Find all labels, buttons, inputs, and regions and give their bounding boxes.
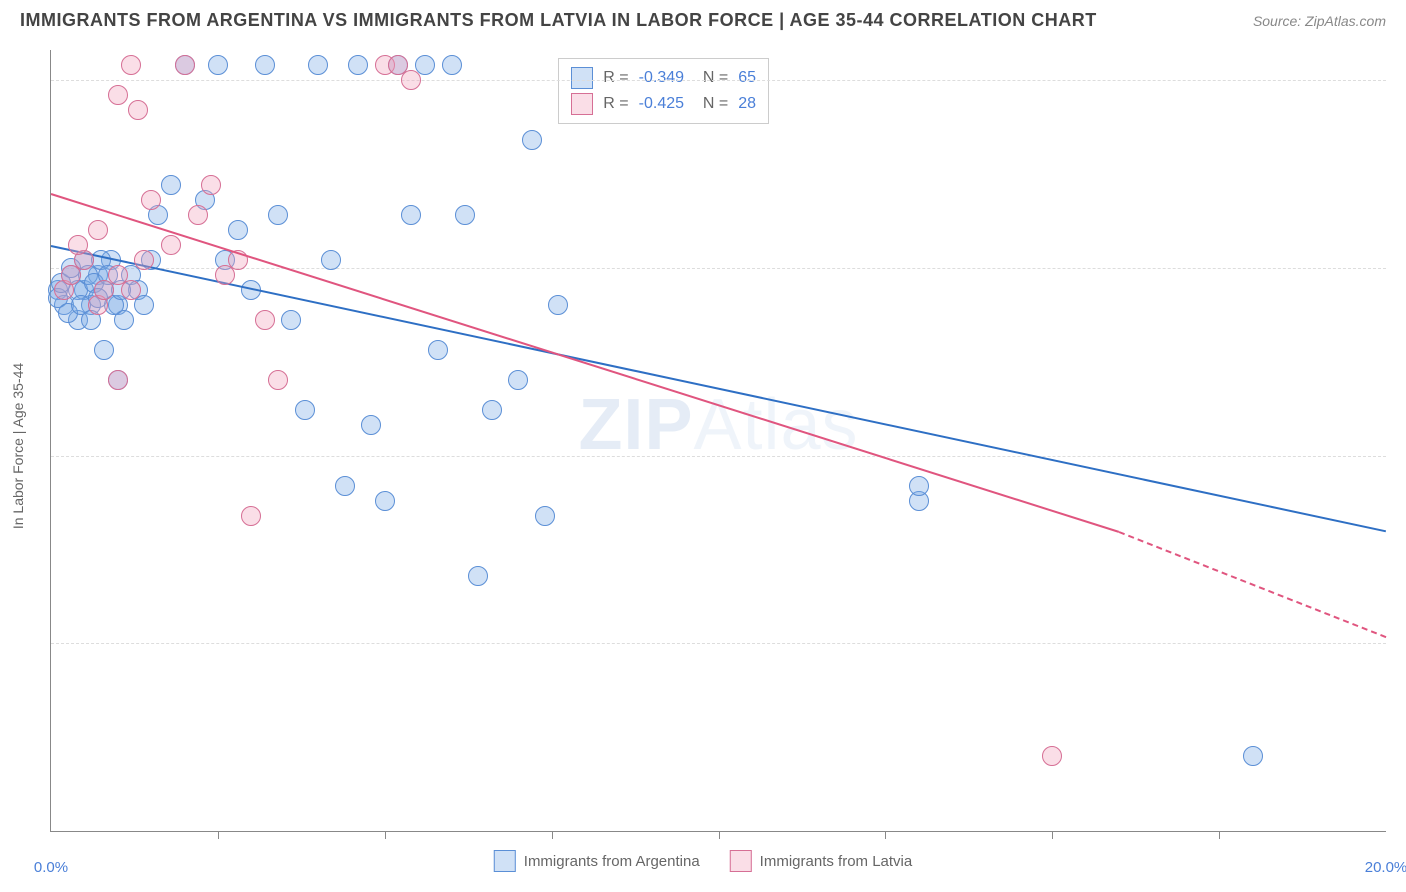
legend-square-icon xyxy=(571,93,593,115)
data-point xyxy=(175,55,195,75)
data-point xyxy=(255,310,275,330)
y-tick-label: 75.0% xyxy=(1396,447,1406,464)
trend-line xyxy=(51,245,1386,532)
data-point xyxy=(321,250,341,270)
data-point xyxy=(268,205,288,225)
data-point xyxy=(401,205,421,225)
trend-line xyxy=(1119,531,1387,638)
y-tick-label: 100.0% xyxy=(1396,72,1406,89)
data-point xyxy=(548,295,568,315)
gridline xyxy=(51,80,1386,81)
chart-source: Source: ZipAtlas.com xyxy=(1253,13,1386,29)
legend-row-latvia: R = -0.425 N = 28 xyxy=(571,91,756,117)
gridline xyxy=(51,456,1386,457)
data-point xyxy=(522,130,542,150)
data-point xyxy=(361,415,381,435)
data-point xyxy=(428,340,448,360)
data-point xyxy=(909,476,929,496)
data-point xyxy=(128,100,148,120)
x-tick xyxy=(1219,831,1220,839)
y-axis-label: In Labor Force | Age 35-44 xyxy=(10,363,26,529)
x-tick-label: 0.0% xyxy=(34,859,68,876)
data-point xyxy=(268,370,288,390)
data-point xyxy=(228,220,248,240)
data-point xyxy=(442,55,462,75)
x-tick xyxy=(552,831,553,839)
data-point xyxy=(1042,746,1062,766)
legend-item-argentina: Immigrants from Argentina xyxy=(494,850,700,872)
data-point xyxy=(134,250,154,270)
data-point xyxy=(401,70,421,90)
gridline xyxy=(51,268,1386,269)
data-point xyxy=(121,280,141,300)
data-point xyxy=(308,55,328,75)
data-point xyxy=(255,55,275,75)
legend-row-argentina: R = -0.349 N = 65 xyxy=(571,65,756,91)
x-tick xyxy=(1052,831,1053,839)
data-point xyxy=(208,55,228,75)
legend-square-icon xyxy=(494,850,516,872)
data-point xyxy=(468,566,488,586)
data-point xyxy=(88,220,108,240)
legend-square-icon xyxy=(571,67,593,89)
chart-header: IMMIGRANTS FROM ARGENTINA VS IMMIGRANTS … xyxy=(0,0,1406,39)
x-tick xyxy=(218,831,219,839)
data-point xyxy=(1243,746,1263,766)
data-point xyxy=(134,295,154,315)
data-point xyxy=(161,175,181,195)
data-point xyxy=(121,55,141,75)
chart-title: IMMIGRANTS FROM ARGENTINA VS IMMIGRANTS … xyxy=(20,10,1097,31)
data-point xyxy=(68,235,88,255)
data-point xyxy=(535,506,555,526)
y-tick-label: 62.5% xyxy=(1396,635,1406,652)
data-point xyxy=(348,55,368,75)
x-tick-label: 20.0% xyxy=(1365,859,1406,876)
x-tick xyxy=(885,831,886,839)
scatter-plot-area: ZIPAtlas R = -0.349 N = 65 R = -0.425 N … xyxy=(50,50,1386,832)
data-point xyxy=(241,506,261,526)
x-tick xyxy=(385,831,386,839)
watermark: ZIPAtlas xyxy=(578,384,858,466)
data-point xyxy=(335,476,355,496)
correlation-legend: R = -0.349 N = 65 R = -0.425 N = 28 xyxy=(558,58,769,124)
legend-item-latvia: Immigrants from Latvia xyxy=(730,850,913,872)
data-point xyxy=(188,205,208,225)
data-point xyxy=(455,205,475,225)
data-point xyxy=(141,190,161,210)
series-legend: Immigrants from Argentina Immigrants fro… xyxy=(494,850,912,872)
data-point xyxy=(108,370,128,390)
y-tick-label: 87.5% xyxy=(1396,259,1406,276)
data-point xyxy=(161,235,181,255)
data-point xyxy=(201,175,221,195)
gridline xyxy=(51,643,1386,644)
data-point xyxy=(375,491,395,511)
trend-line xyxy=(51,193,1120,533)
data-point xyxy=(108,85,128,105)
data-point xyxy=(295,400,315,420)
x-tick xyxy=(719,831,720,839)
data-point xyxy=(94,340,114,360)
data-point xyxy=(281,310,301,330)
legend-square-icon xyxy=(730,850,752,872)
data-point xyxy=(482,400,502,420)
data-point xyxy=(508,370,528,390)
